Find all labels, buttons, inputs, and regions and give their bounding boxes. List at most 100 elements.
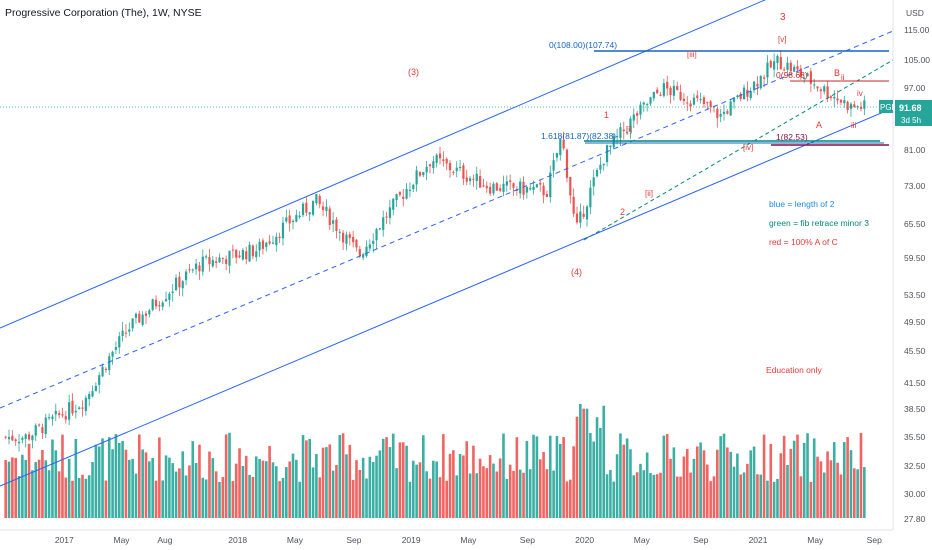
candle-body <box>722 111 726 114</box>
volume-bar <box>709 481 712 518</box>
volume-bar <box>538 459 542 518</box>
volume-bar <box>144 452 148 518</box>
volume-bar <box>331 470 335 518</box>
candle-body <box>138 313 141 323</box>
candle-body <box>154 299 158 307</box>
candle-body <box>732 97 736 102</box>
wave-label-3: 3 <box>780 12 786 23</box>
candle-body <box>532 186 535 190</box>
price-tick-label: 81.00 <box>904 145 926 155</box>
candle-body <box>251 245 255 257</box>
candle-body <box>14 439 17 442</box>
volume-bar <box>632 475 636 518</box>
volume-bar <box>552 470 555 518</box>
volume-bar <box>321 447 325 518</box>
volume-bar <box>17 476 21 518</box>
volume-bar <box>508 464 512 518</box>
volume-bar <box>381 438 385 518</box>
volume-bar <box>208 451 211 518</box>
candle-body <box>629 118 632 132</box>
candle-body <box>245 251 248 260</box>
wave-label-ii: [ii] <box>645 189 653 198</box>
volume-bar <box>716 449 719 518</box>
volume-bar <box>729 451 732 518</box>
volume-bar <box>365 478 368 518</box>
volume-bar <box>341 433 345 518</box>
candle-body <box>539 182 542 185</box>
candle-body <box>288 215 291 224</box>
price-tick-label: 27.80 <box>904 514 926 524</box>
candle-body <box>291 220 295 223</box>
volume-bar <box>418 462 422 518</box>
candle-body <box>144 313 148 316</box>
volume-bar <box>134 473 138 518</box>
candle-body <box>34 425 37 436</box>
candle-body <box>111 351 114 357</box>
candle-body <box>529 187 532 190</box>
channel-mid-line <box>0 30 894 409</box>
volume-bar <box>345 454 348 518</box>
volume-bar <box>705 464 709 518</box>
candle-body <box>609 145 612 148</box>
candle-body <box>509 180 512 183</box>
candle-body <box>739 93 742 99</box>
candle-body <box>642 102 645 105</box>
volume-bar <box>806 433 809 518</box>
volume-bar <box>502 433 505 518</box>
candle-body <box>849 103 853 109</box>
candle-body <box>235 249 238 258</box>
volume-bar <box>158 437 161 518</box>
candle-body <box>458 166 462 168</box>
wave-label-iii-small: iii <box>851 121 857 130</box>
volume-bar <box>111 449 114 518</box>
volume-bar <box>425 471 428 518</box>
volume-bar <box>462 455 465 518</box>
candle-body <box>164 299 168 302</box>
candle-body <box>806 73 809 77</box>
volume-bar <box>495 471 499 518</box>
wave-label-iii: [iii] <box>687 50 697 59</box>
volume-bar <box>672 447 676 518</box>
volume-bar <box>21 454 24 518</box>
candle-body <box>358 249 361 256</box>
volume-bar <box>358 469 362 518</box>
channel-lower-line <box>0 107 894 487</box>
symbol-badge: PGR <box>880 103 898 112</box>
candle-body <box>445 158 448 164</box>
candle-body <box>716 108 719 119</box>
candle-body <box>335 219 338 232</box>
volume-bar <box>7 461 11 518</box>
volume-bar <box>338 434 342 518</box>
volume-bar <box>174 471 178 518</box>
volume-bar <box>548 435 552 518</box>
volume-bar <box>361 457 365 518</box>
candle-body <box>555 152 559 158</box>
candle-body <box>17 441 21 444</box>
volume-bar <box>408 481 412 518</box>
candle-body <box>88 394 91 400</box>
volume-bar <box>77 477 81 518</box>
candle-body <box>285 217 288 222</box>
candle-body <box>318 195 321 205</box>
legend-green: green = fib retrace minor 3 <box>769 218 869 228</box>
volume-bar <box>816 456 819 518</box>
volume-bar <box>639 463 642 518</box>
candle-body <box>602 163 605 166</box>
candle-body <box>258 241 261 251</box>
candle-body <box>98 375 101 385</box>
candle-body <box>682 98 686 101</box>
volume-bar <box>422 435 425 518</box>
volume-bar <box>799 476 803 518</box>
fib-label-red: 0(98.68) <box>776 70 808 80</box>
volume-bar <box>61 434 64 518</box>
candle-body <box>158 305 161 307</box>
volume-bar <box>221 477 225 518</box>
price-tick-label: 41.50 <box>904 378 926 388</box>
candle-body <box>275 236 278 246</box>
volume-bar <box>445 480 448 518</box>
candle-body <box>301 203 305 216</box>
volume-bar <box>555 436 559 518</box>
candle-body <box>442 159 445 161</box>
